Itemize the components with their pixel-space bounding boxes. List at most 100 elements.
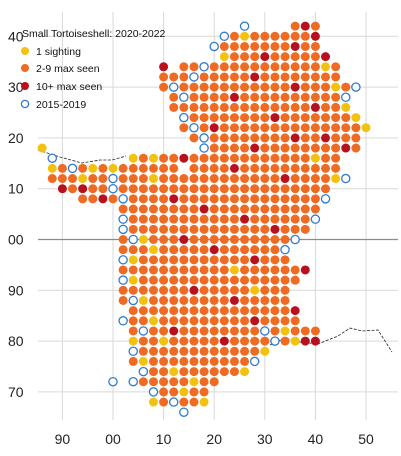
record-few (118, 265, 128, 275)
record-few (189, 336, 199, 346)
record-few (189, 113, 199, 123)
record-few (290, 92, 300, 102)
record-ring (128, 234, 138, 245)
record-few (260, 255, 270, 265)
record-few (169, 72, 179, 82)
record-few (209, 102, 219, 112)
record-ring (108, 183, 118, 194)
record-few (199, 102, 209, 112)
record-few (290, 194, 300, 204)
record-ring (128, 295, 138, 306)
record-few (250, 92, 260, 102)
record-few (240, 316, 250, 326)
record-ring (310, 214, 321, 224)
record-few (351, 123, 361, 133)
record-ring (249, 356, 260, 367)
record-few (260, 92, 270, 102)
record-many (189, 285, 199, 295)
record-few (270, 235, 280, 244)
record-few (250, 174, 260, 184)
record-few (169, 245, 179, 255)
record-few (331, 153, 341, 163)
record-few (260, 113, 270, 123)
record-many (321, 52, 331, 62)
record-one (169, 367, 179, 377)
record-few (219, 184, 229, 194)
record-few (219, 82, 229, 92)
record-few (219, 153, 229, 163)
record-one (250, 285, 260, 295)
record-one (361, 123, 371, 133)
record-few (300, 224, 310, 234)
record-few (199, 194, 209, 204)
record-one (321, 62, 331, 72)
record-few (98, 184, 108, 194)
record-few (219, 133, 229, 143)
record-few (290, 163, 300, 173)
record-few (169, 214, 179, 224)
record-few (118, 184, 128, 194)
record-few (128, 163, 138, 173)
record-few (280, 133, 290, 143)
record-few (219, 174, 229, 184)
record-few (209, 133, 219, 143)
record-few (209, 235, 219, 244)
record-few (219, 245, 229, 255)
record-few (229, 133, 239, 143)
record-one (331, 174, 341, 184)
record-few (240, 153, 250, 163)
record-few (108, 194, 118, 204)
record-few (260, 31, 270, 41)
record-few (169, 184, 179, 194)
record-many (219, 336, 229, 346)
record-few (260, 214, 270, 224)
record-many (98, 194, 108, 204)
record-one (148, 245, 158, 255)
record-few (169, 377, 179, 387)
record-one (148, 153, 158, 163)
record-few (290, 316, 300, 326)
record-few (331, 123, 341, 133)
record-few (321, 143, 331, 153)
record-few (260, 123, 270, 133)
record-few (209, 255, 219, 265)
record-one (148, 397, 158, 407)
record-few (280, 306, 290, 316)
record-one (138, 356, 148, 366)
record-ring (148, 387, 159, 397)
record-few (229, 275, 239, 285)
record-many (290, 82, 300, 92)
record-few (321, 92, 331, 102)
record-few (240, 224, 250, 234)
record-few (229, 194, 239, 204)
record-few (240, 204, 250, 214)
record-few (179, 377, 189, 387)
record-few (118, 235, 128, 244)
record-few (310, 72, 320, 82)
record-few (118, 245, 128, 255)
record-few (209, 174, 219, 184)
record-few (138, 245, 148, 255)
record-few (229, 336, 239, 346)
record-few (229, 316, 239, 326)
record-few (290, 184, 300, 194)
record-few (280, 102, 290, 112)
record-few (199, 163, 209, 173)
record-few (250, 346, 260, 356)
record-one (128, 336, 138, 346)
record-few (199, 346, 209, 356)
record-few (280, 123, 290, 133)
axis-labels: 90 00 10 20 30 40 50 40 30 20 10 00 90 80 70 (8, 28, 374, 447)
record-few (209, 367, 219, 377)
record-few (240, 346, 250, 356)
record-ring (128, 346, 138, 357)
record-few (189, 346, 199, 356)
record-few (199, 184, 209, 194)
record-few (159, 356, 169, 366)
record-one (108, 163, 118, 173)
record-one (310, 153, 320, 163)
record-few (189, 82, 199, 92)
record-one (78, 174, 88, 184)
record-few (179, 82, 189, 92)
record-few (260, 316, 270, 326)
